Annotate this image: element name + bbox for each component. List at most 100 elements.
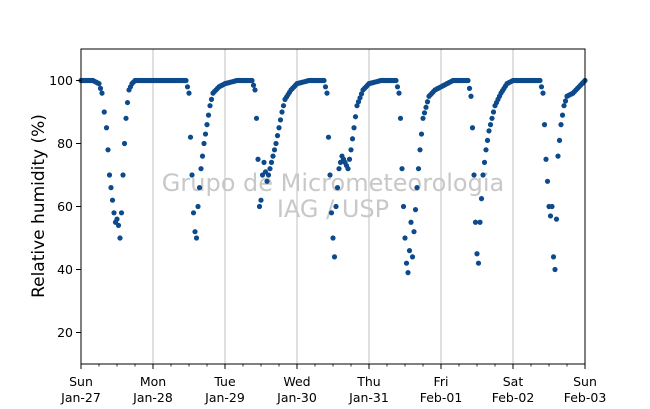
data-point [483,147,489,153]
data-point [276,125,282,131]
y-tick-label: 20 [57,325,73,340]
data-point [396,90,402,96]
data-point [418,131,425,137]
data-point [543,156,549,162]
data-point [279,109,285,115]
data-point [189,172,195,178]
data-point [103,125,110,131]
data-point [322,84,329,90]
x-tick-day: Thu [356,374,380,389]
data-point [261,159,267,165]
data-point [349,136,356,142]
data-point [280,103,287,109]
data-point [267,166,273,172]
data-point [187,134,194,140]
data-point [106,172,113,178]
data-point [408,219,414,225]
data-point [253,115,260,121]
y-tick-label: 100 [49,73,73,88]
data-point [330,235,336,241]
data-point [469,125,476,131]
data-point [406,248,413,254]
data-point [486,128,492,134]
data-point [550,254,557,260]
data-point [192,229,198,235]
x-tick-day: Sat [503,374,524,389]
data-point [559,112,566,118]
data-point [403,260,410,266]
y-tick-label: 80 [57,136,73,151]
data-point [328,210,335,216]
data-point [399,166,405,172]
data-point [271,147,278,153]
data-point [471,172,477,178]
data-point [202,131,209,137]
data-point [190,210,197,216]
data-point [250,82,257,88]
data-point [397,115,404,121]
data-point [400,203,407,210]
x-tick-date: Jan-30 [276,390,317,405]
data-point [553,216,560,222]
data-point [333,203,339,210]
data-point [105,147,111,153]
x-tick-day: Mon [140,374,166,389]
data-point [184,84,191,90]
data-point [468,93,474,99]
data-points [78,77,588,276]
data-point [115,222,122,228]
x-tick-date: Jan-29 [204,390,245,405]
data-point [411,229,417,235]
data-point [327,172,333,178]
data-point [556,137,563,143]
watermark-line-2: IAG / USP [277,195,389,223]
x-tick-date: Jan-27 [60,390,101,405]
data-point [352,114,359,120]
data-point [541,122,548,128]
data-point [121,140,128,147]
data-point [477,219,483,225]
data-point [199,153,206,159]
data-point [117,235,123,241]
y-axis: 20 40 60 80 100 [49,73,81,340]
data-point [195,203,201,210]
data-point [478,196,485,202]
data-point [111,210,117,216]
data-point [562,98,569,104]
data-point [258,197,264,203]
data-point [345,166,351,172]
data-point [552,266,558,273]
x-tick-date: Jan-31 [348,390,389,405]
data-point [420,115,426,121]
data-point [207,103,213,109]
data-point [394,84,401,90]
data-point [205,112,212,118]
data-point [402,235,408,241]
data-point [124,99,131,106]
data-point [193,235,200,241]
data-point [186,90,192,96]
data-point [336,166,342,172]
data-point [101,109,107,115]
data-point [405,270,411,276]
data-point [268,159,275,165]
data-point [97,85,104,91]
data-point [123,115,129,121]
data-point [355,99,362,105]
data-point [412,207,419,213]
data-point [474,251,480,257]
data-point [265,172,272,178]
data-point [249,77,255,84]
data-point [357,95,363,101]
data-point [118,210,125,216]
data-point [549,203,555,210]
data-point [255,156,261,162]
data-point [120,172,126,178]
y-axis-label: Relative humidity (%) [29,114,49,298]
data-point [414,185,420,191]
data-point [547,213,554,219]
data-point [208,96,215,102]
y-tick-label: 40 [57,262,73,277]
data-point [198,166,204,172]
data-point [472,219,479,225]
